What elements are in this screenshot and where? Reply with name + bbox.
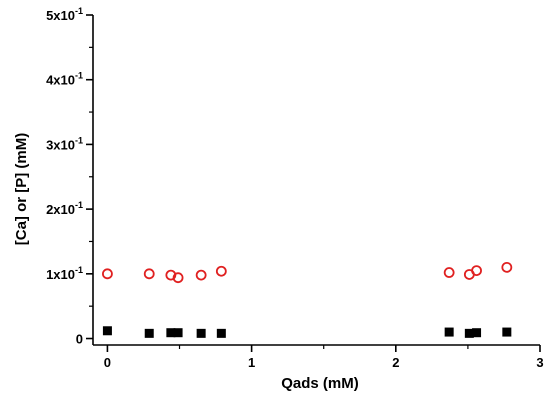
x-tick-label: 1 <box>248 355 255 370</box>
x-tick-label: 3 <box>536 355 543 370</box>
x-tick-label: 0 <box>104 355 111 370</box>
data-point-circle <box>195 269 207 281</box>
data-point-circle <box>143 268 155 280</box>
x-tick-label: 2 <box>392 355 399 370</box>
data-point-square <box>196 328 206 338</box>
data-point-square <box>102 326 112 336</box>
data-point-square <box>464 328 474 338</box>
axes <box>92 15 540 346</box>
data-marks <box>102 261 513 338</box>
data-point-square <box>472 328 482 338</box>
data-point-square <box>502 327 512 337</box>
data-point-square <box>444 327 454 337</box>
data-point-circle <box>165 269 177 281</box>
data-point-circle <box>471 265 482 276</box>
y-tick-label: 1x10-1 <box>46 265 83 282</box>
data-point-circle <box>215 265 227 277</box>
data-point-square <box>166 328 176 338</box>
data-point-circle <box>443 267 455 278</box>
y-tick-label: 2x10-1 <box>46 200 83 217</box>
data-point-circle <box>102 268 113 280</box>
data-point-circle <box>501 261 513 273</box>
x-axis-title: Qads (mM) <box>281 375 359 392</box>
data-point-square <box>173 328 183 338</box>
data-point-circle <box>172 272 184 284</box>
data-point-square <box>144 328 154 338</box>
y-axis-title: [Ca] or [P] (mM) <box>13 133 30 246</box>
y-tick-label: 5x10-1 <box>46 6 83 23</box>
y-tick-label: 4x10-1 <box>46 71 83 88</box>
y-tick-label: 0 <box>76 332 83 347</box>
ticks: 0 1 2 3 0 1x10-1 2x10-1 3x10-1 4x10-1 5x10-1 <box>46 6 544 370</box>
data-point-square <box>216 328 226 338</box>
y-tick-label: 3x10-1 <box>46 135 83 152</box>
